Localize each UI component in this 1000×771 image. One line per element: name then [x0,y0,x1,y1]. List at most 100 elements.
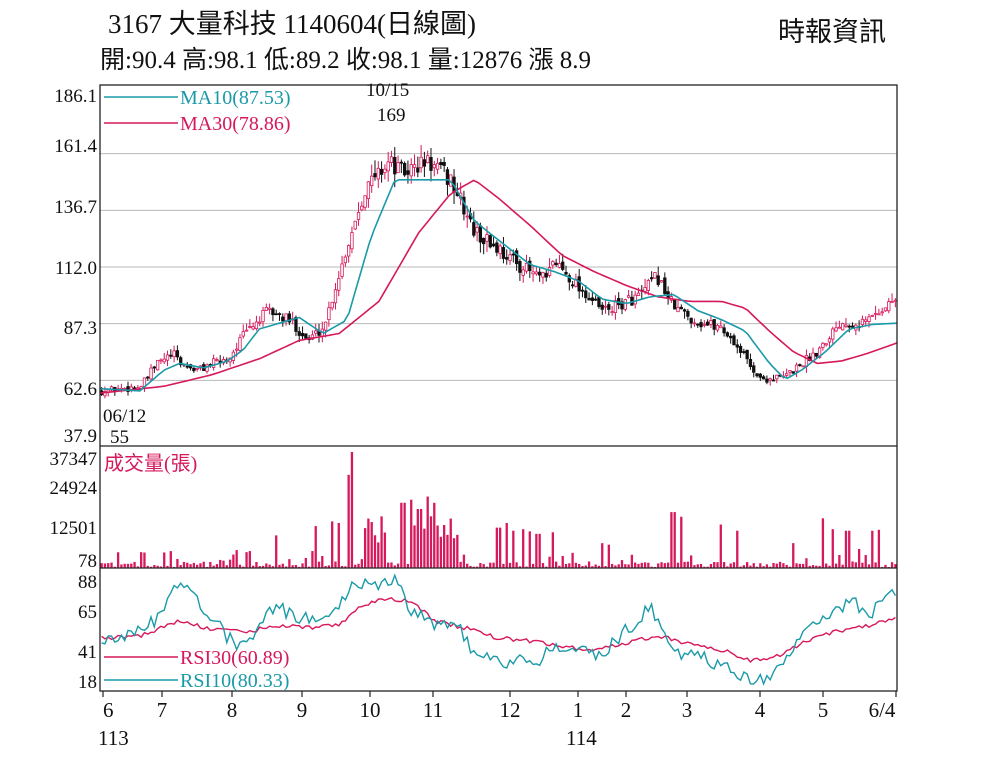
candle-body [551,261,555,266]
volume-bar [100,563,103,568]
low-value-annotation: 55 [110,427,129,448]
volume-bar [541,563,545,568]
candle-body [277,313,282,315]
volume-bar [278,564,281,568]
month-label: 3 [682,698,693,722]
candle-body [544,272,548,278]
candle-body [577,276,581,292]
volume-bar [808,565,811,568]
volume-bar [851,561,854,568]
volume-bar [176,558,179,568]
volume-bar [377,542,380,568]
volume-bar [354,564,357,568]
volume-bar [324,566,327,568]
candle-body [521,269,525,276]
volume-bar [531,563,535,568]
volume-bar [676,562,680,568]
volume-bar [258,566,261,568]
candle-body [185,365,189,368]
volume-bar [485,566,489,568]
month-label: 10 [360,698,381,722]
volume-bar [818,565,821,568]
candle-body [327,307,331,321]
volume-bar [475,566,479,568]
candle-body [735,344,739,348]
candle-body [383,168,387,173]
volume-bar [498,527,502,568]
rsi-tick: 65 [78,602,97,623]
candle-body [699,322,703,328]
volume-bar [367,518,370,568]
volume-bar [390,562,393,568]
volume-bar [643,562,647,568]
candle-body [248,326,252,328]
price-tick: 87.3 [64,318,97,339]
volume-bar [518,566,522,568]
volume-bar [871,530,874,568]
candle-body [472,222,476,236]
volume-bar [801,563,805,568]
candle-body [696,323,700,326]
volume-bar [393,565,396,568]
volume-bar [265,563,268,568]
volume-bar [749,565,752,568]
candle-body [360,205,364,211]
candle-body [386,161,390,172]
candle-body [880,311,884,314]
volume-bar [492,562,495,568]
volume-bar [759,563,762,568]
volume-bar [340,566,344,568]
volume-bar [617,564,620,568]
price-tick: 161.4 [54,136,97,157]
volume-bar [429,516,433,568]
volume-bar [202,561,205,568]
volume-bar [495,527,499,568]
volume-bar [719,524,722,568]
candle-body [514,250,519,265]
candle-body [567,275,571,283]
volume-bar [709,564,713,568]
candle-body [554,262,558,266]
volume-bar [841,564,844,568]
candle-body [748,359,753,368]
candle-body [175,350,180,358]
volume-bar [446,534,449,568]
volume-bars [100,452,897,568]
candle-body [620,301,624,310]
moving-average-lines [99,179,898,394]
volume-bar [242,566,245,568]
volume-bar [307,566,311,568]
candle-body [679,306,683,310]
volume-bar [745,562,749,568]
candle-body [419,156,423,169]
price-legend: MA10(87.53) MA30(78.86) [104,87,291,135]
candle-body [590,297,595,301]
candle-body [850,325,855,328]
candle-body [834,327,838,332]
volume-bar [551,532,554,568]
candle-body [363,195,367,208]
volume-bar [564,563,568,568]
candles [99,145,898,399]
volume-bar [383,532,387,568]
year-label: 114 [566,726,597,750]
candle-body [478,225,483,243]
volume-bar [884,564,887,568]
candle-body [689,317,693,324]
candle-body [742,351,746,353]
ma10-legend-label: MA10(87.53) [180,87,291,109]
candle-body [821,342,825,348]
candle-body [159,359,163,362]
volume-bar [443,525,446,568]
candle-body [603,305,608,308]
candle-body [607,304,611,310]
candle-body [801,365,805,368]
volume-bar [686,561,690,568]
candle-body [103,391,107,397]
volume-bar [120,564,123,568]
candle-body [873,312,878,315]
candle-body [847,325,851,328]
candle-body [297,331,301,336]
chart-title: 3167 大量科技 1140604(日線圖) [108,9,476,39]
candle-body [426,155,430,164]
